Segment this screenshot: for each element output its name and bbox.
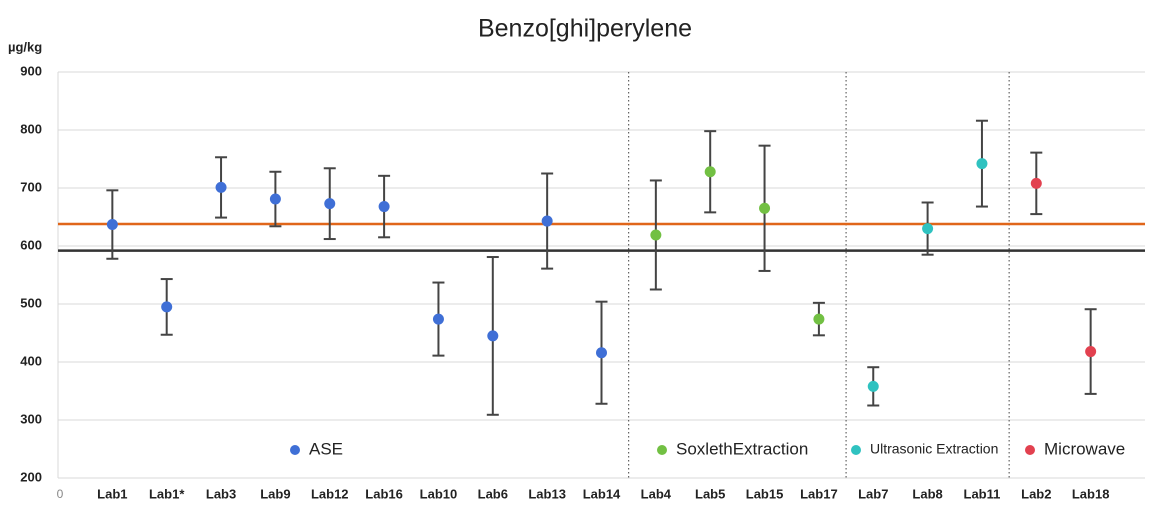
- data-point: [541, 215, 553, 227]
- data-point: [1085, 346, 1097, 358]
- legend-label: ASE: [309, 439, 343, 458]
- y-tick-label: 900: [20, 63, 42, 78]
- x-tick-label: Lab16: [365, 486, 403, 501]
- data-point: [215, 181, 227, 193]
- x-tick-label: Lab5: [695, 486, 725, 501]
- data-point: [487, 330, 499, 342]
- x-origin-label: 0: [57, 487, 64, 501]
- x-tick-label: Lab8: [912, 486, 942, 501]
- data-point: [378, 201, 390, 213]
- data-point: [922, 223, 934, 235]
- y-tick-label: 400: [20, 353, 42, 368]
- legend-label: SoxlethExtraction: [676, 439, 808, 458]
- y-tick-label: 200: [20, 469, 42, 484]
- x-tick-label: Lab13: [528, 486, 566, 501]
- y-tick-label: 500: [20, 295, 42, 310]
- x-tick-label: Lab9: [260, 486, 290, 501]
- data-point: [269, 193, 281, 205]
- legend-label: Ultrasonic Extraction: [870, 441, 998, 457]
- data-point: [324, 198, 336, 210]
- x-tick-label: Lab1: [97, 486, 127, 501]
- x-tick-label: Lab14: [583, 486, 621, 501]
- x-tick-label: Lab2: [1021, 486, 1051, 501]
- chart-title: Benzo[ghi]perylene: [478, 15, 692, 43]
- legend-marker: [657, 445, 667, 455]
- x-tick-label: Lab10: [420, 486, 458, 501]
- y-unit-label: µg/kg: [8, 39, 42, 54]
- x-tick-label: Lab6: [478, 486, 508, 501]
- x-tick-label: Lab15: [746, 486, 784, 501]
- data-point: [813, 313, 825, 325]
- y-tick-label: 600: [20, 237, 42, 252]
- y-tick-label: 300: [20, 411, 42, 426]
- data-point: [596, 347, 607, 359]
- data-point: [432, 313, 444, 325]
- data-point: [161, 301, 173, 313]
- x-tick-label: Lab3: [206, 486, 236, 501]
- x-tick-label: Lab18: [1072, 486, 1110, 501]
- data-point: [1030, 177, 1042, 189]
- data-point: [650, 229, 662, 241]
- legend-marker: [1025, 445, 1035, 455]
- legend-marker: [290, 445, 300, 455]
- x-tick-label: Lab17: [800, 486, 838, 501]
- legend-label: Microwave: [1044, 439, 1125, 458]
- x-tick-label: Lab7: [858, 486, 888, 501]
- x-tick-label: Lab11: [964, 486, 1001, 501]
- legend-marker: [851, 445, 861, 455]
- x-tick-label: Lab1*: [149, 486, 185, 501]
- data-point: [867, 380, 879, 392]
- y-tick-label: 700: [20, 179, 42, 194]
- data-point: [106, 219, 118, 231]
- data-point: [704, 166, 716, 178]
- data-point: [759, 202, 771, 214]
- y-tick-label: 800: [20, 121, 42, 136]
- x-tick-label: Lab4: [641, 486, 672, 501]
- data-point: [976, 158, 988, 170]
- x-tick-label: Lab12: [311, 486, 349, 501]
